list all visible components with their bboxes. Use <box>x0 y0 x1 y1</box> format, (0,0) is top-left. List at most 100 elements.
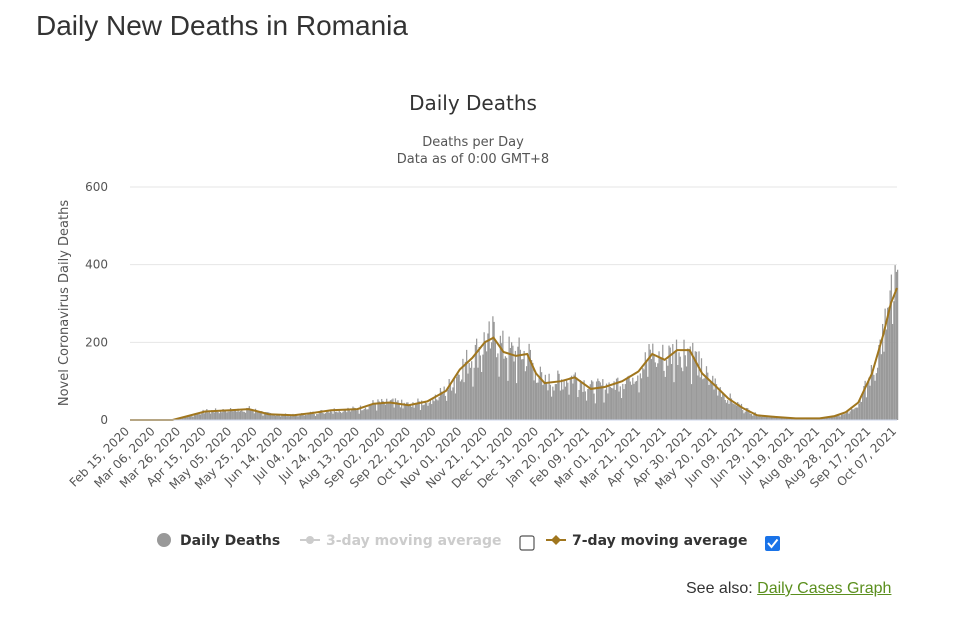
daily-deaths-bar <box>321 409 323 420</box>
daily-deaths-bar <box>853 409 855 420</box>
daily-deaths-bar <box>528 343 530 420</box>
daily-deaths-bar <box>442 393 444 420</box>
daily-deaths-bar <box>469 367 472 420</box>
daily-deaths-bar <box>718 390 720 420</box>
daily-deaths-bar <box>717 395 719 420</box>
daily-deaths-bar <box>198 414 200 420</box>
daily-deaths-bar <box>700 358 703 420</box>
daily-deaths-bar <box>372 400 374 420</box>
daily-deaths-bar <box>864 380 866 420</box>
daily-deaths-bar <box>608 382 610 420</box>
daily-deaths-bar <box>329 410 332 420</box>
daily-deaths-bar <box>261 411 263 420</box>
daily-deaths-bar <box>257 411 259 420</box>
daily-deaths-bar <box>637 375 639 420</box>
daily-deaths-bar <box>467 373 469 420</box>
daily-deaths-bar <box>830 417 833 420</box>
legend-daily-deaths[interactable]: Daily Deaths <box>157 533 280 549</box>
daily-deaths-bar <box>497 353 499 420</box>
daily-deaths-bar <box>667 365 669 420</box>
daily-deaths-bar <box>834 416 836 420</box>
daily-deaths-bar <box>838 415 840 420</box>
daily-deaths-bar <box>389 400 392 420</box>
daily-deaths-bar <box>563 380 565 420</box>
daily-deaths-bar <box>412 402 414 420</box>
daily-deaths-bar <box>184 416 187 420</box>
daily-deaths-bar <box>213 412 215 420</box>
daily-deaths-bar <box>492 316 494 420</box>
daily-deaths-bar <box>264 412 267 420</box>
legend-ma7[interactable]: 7-day moving average <box>546 533 748 549</box>
daily-deaths-bar <box>374 403 377 420</box>
daily-deaths-bar <box>396 401 398 420</box>
daily-deaths-bar <box>454 393 457 420</box>
daily-deaths-bar <box>196 413 198 420</box>
daily-deaths-bar <box>587 389 589 420</box>
daily-deaths-bar <box>564 386 566 420</box>
daily-deaths-bar <box>287 415 289 420</box>
daily-deaths-bar <box>353 407 355 420</box>
daily-deaths-bar <box>617 377 619 420</box>
daily-deaths-bar <box>518 337 520 420</box>
daily-deaths-bar <box>535 382 538 420</box>
daily-deaths-bar <box>474 344 477 420</box>
daily-deaths-bar <box>879 339 881 420</box>
daily-deaths-bar <box>211 410 213 420</box>
daily-deaths-bar <box>502 330 504 420</box>
daily-deaths-bar <box>768 417 770 420</box>
daily-deaths-bar <box>854 407 856 420</box>
daily-deaths-bar <box>590 380 593 420</box>
daily-deaths-bar <box>609 386 611 420</box>
daily-deaths-bar <box>888 306 890 420</box>
daily-deaths-bar <box>848 413 850 420</box>
legend-ma3-label: 3-day moving average <box>326 533 502 549</box>
daily-deaths-bar <box>179 418 182 420</box>
daily-deaths-bar <box>487 333 489 420</box>
daily-deaths-bar <box>742 410 744 420</box>
daily-deaths-bar <box>775 416 778 420</box>
daily-deaths-bar <box>212 411 214 420</box>
daily-deaths-bar <box>725 402 728 420</box>
daily-deaths-bar <box>627 376 629 420</box>
daily-deaths-bar <box>498 376 500 420</box>
daily-deaths-bar <box>214 408 217 420</box>
daily-deaths-bar <box>557 370 559 420</box>
daily-deaths-bar <box>471 361 473 420</box>
ma7-checkbox[interactable] <box>765 536 780 551</box>
daily-deaths-bar <box>359 405 362 420</box>
daily-deaths-bar <box>739 406 741 420</box>
daily-deaths-bar <box>267 412 269 420</box>
daily-deaths-bar <box>550 396 553 420</box>
daily-deaths-bar <box>699 377 701 420</box>
daily-deaths-bar <box>293 415 295 420</box>
daily-cases-graph-link[interactable]: Daily Cases Graph <box>757 580 892 597</box>
daily-deaths-bar <box>319 410 322 420</box>
daily-deaths-bar <box>880 354 883 420</box>
daily-deaths-bar <box>473 367 475 420</box>
daily-deaths-bar <box>548 373 550 420</box>
daily-deaths-bar <box>813 418 815 420</box>
daily-deaths-bar <box>318 411 320 420</box>
daily-deaths-bar <box>423 404 425 420</box>
daily-deaths-bar <box>683 339 685 420</box>
daily-deaths-bar <box>386 398 388 420</box>
daily-deaths-bar <box>312 411 314 420</box>
daily-deaths-bar <box>543 381 545 420</box>
daily-deaths-bar <box>298 415 300 420</box>
daily-deaths-bar <box>635 380 638 420</box>
daily-deaths-bar <box>408 404 410 420</box>
daily-deaths-bar <box>558 373 560 420</box>
daily-deaths-bar <box>527 356 529 420</box>
daily-deaths-bar <box>890 274 892 420</box>
daily-deaths-bar <box>765 416 768 420</box>
daily-deaths-bar <box>597 378 599 420</box>
daily-deaths-bar <box>705 366 708 420</box>
daily-deaths-bar <box>844 413 846 420</box>
daily-deaths-bar <box>229 408 232 420</box>
daily-deaths-bar <box>427 405 429 420</box>
legend-ma3[interactable]: 3-day moving average <box>300 533 502 549</box>
daily-deaths-bar <box>668 345 670 420</box>
ma7-checkbox-box <box>765 536 780 551</box>
daily-deaths-bar <box>446 400 448 420</box>
ma3-checkbox[interactable] <box>519 535 535 551</box>
